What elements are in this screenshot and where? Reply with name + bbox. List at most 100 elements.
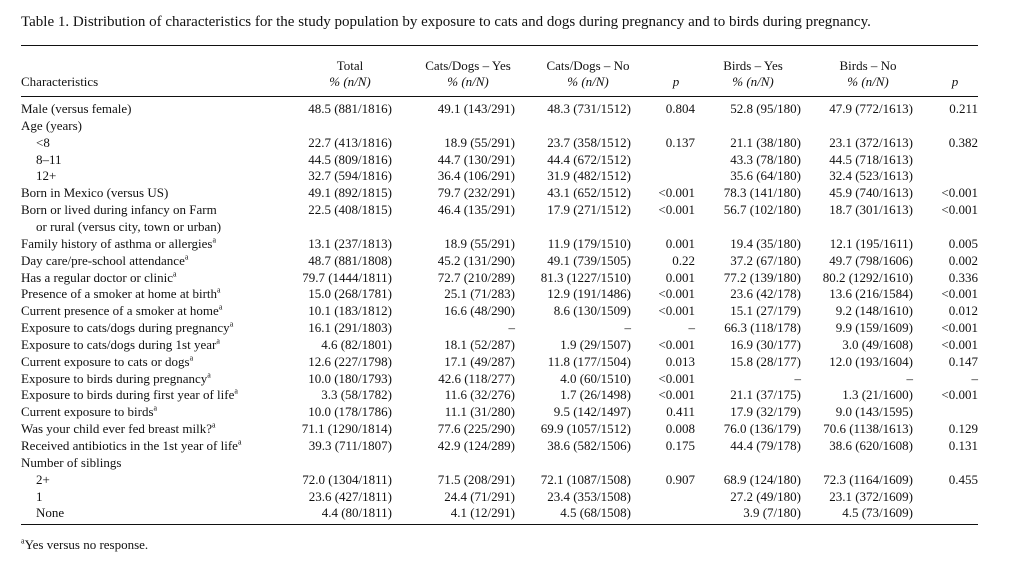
cell-by: 68.9 (124/180) [723, 471, 801, 487]
table-row: 8–11 44.5 (809/1816) 44.7 (130/291) 44.4 (6… [0, 152, 1024, 169]
cell-bn: 13.6 (216/1584) [829, 286, 913, 302]
cell-cy: 18.1 (52/287) [444, 336, 515, 352]
cell-p1: <0.001 [658, 286, 695, 302]
row-characteristic: Born in Mexico (versus US) [21, 185, 168, 201]
cell-by: 78.3 (141/180) [723, 185, 801, 201]
cell-cn: 1.7 (26/1498) [560, 387, 631, 403]
cell-bn: 47.9 (772/1613) [829, 101, 913, 116]
footnote-marker: a [153, 403, 158, 413]
cell-cn: 11.8 (177/1504) [547, 353, 631, 369]
cell-p2: <0.001 [941, 202, 978, 218]
row-characteristic: Age (years) [21, 118, 82, 134]
row-characteristic: Number of siblings [21, 455, 121, 471]
cell-p2: 0.131 [948, 438, 978, 453]
cell-bn: 12.1 (195/1611) [829, 235, 913, 251]
row-characteristic: 12+ [36, 168, 56, 184]
footnote-marker: a [218, 302, 223, 312]
cell-t: 4.4 (80/1811) [321, 505, 392, 521]
cell-p2: 0.147 [948, 353, 978, 369]
cell-cn: 4.5 (68/1508) [560, 505, 631, 521]
cell-cy: 24.4 (71/291) [444, 488, 515, 504]
cell-t: 48.7 (881/1808) [308, 252, 392, 268]
table-row: Born in Mexico (versus US) 49.1 (892/1815… [0, 185, 1024, 202]
row-characteristic-label: Exposure to cats/dogs during 1st year [21, 336, 217, 352]
table-footnote: aYes versus no response. [21, 537, 148, 553]
header-birds-yes-sub: % (n/N) [732, 74, 774, 89]
bottom-rule [21, 524, 978, 525]
cell-by: 23.6 (42/178) [730, 286, 801, 302]
cell-by: – [794, 370, 802, 386]
cell-p1: <0.001 [658, 370, 695, 386]
cell-by: 35.6 (64/180) [730, 168, 801, 184]
cell-t: 39.3 (711/1807) [308, 438, 392, 453]
cell-by: 21.1 (38/180) [730, 134, 801, 150]
cell-cy: 49.1 (143/291) [437, 101, 515, 116]
cell-cy: 18.9 (55/291) [444, 134, 515, 150]
cell-cy: 42.9 (124/289) [437, 438, 515, 453]
cell-by: 17.9 (32/179) [730, 404, 801, 420]
row-characteristic: Exposure to cats/dogs during pregnancya [21, 320, 233, 336]
cell-cy: 44.7 (130/291) [437, 151, 515, 167]
footnote-marker: a [234, 387, 238, 397]
header-cats-yes: Cats/Dogs – Yes [425, 58, 511, 73]
row-characteristic-label: Was your child ever fed breast milk? [21, 421, 212, 437]
header-birds-no: Birds – No [839, 58, 897, 73]
cell-p1: 0.001 [665, 235, 695, 251]
row-characteristic-label: Family history of asthma or allergies [21, 235, 213, 251]
row-characteristic-label: Current exposure to cats or dogs [21, 353, 190, 369]
cell-bn: 23.1 (372/1613) [829, 134, 913, 150]
top-rule [21, 45, 978, 46]
row-characteristic: Was your child ever fed breast milk?a [21, 421, 216, 437]
footnote-marker: a [21, 536, 25, 546]
row-characteristic: Family history of asthma or allergiesa [21, 236, 216, 252]
cell-by: 15.1 (27/179) [730, 303, 801, 319]
cell-cn: 69.9 (1057/1512) [540, 421, 631, 437]
cell-p2: 0.005 [948, 235, 978, 251]
cell-by: 37.2 (67/180) [730, 252, 801, 268]
header-p2: p [951, 74, 959, 89]
cell-bn: 45.9 (740/1613) [829, 185, 913, 201]
cell-t: 22.7 (413/1816) [308, 134, 392, 150]
table-row: Family history of asthma or allergiesa 13… [0, 236, 1024, 253]
cell-by: 52.8 (95/180) [730, 101, 801, 116]
cell-by: 16.9 (30/177) [730, 336, 801, 352]
cell-bn: 18.7 (301/1613) [829, 202, 913, 218]
cell-cy: 16.6 (48/290) [444, 303, 515, 319]
cell-t: 44.5 (809/1816) [308, 151, 392, 167]
cell-cn: 31.9 (482/1512) [547, 168, 631, 184]
table-row: Current exposure to birdsa 10.0 (178/1786… [0, 404, 1024, 421]
table-row: Presence of a smoker at home at birtha 15… [0, 286, 1024, 303]
cell-cy: 79.7 (232/291) [437, 185, 515, 201]
cell-by: 77.2 (139/180) [723, 269, 801, 285]
cell-p2: – [971, 370, 979, 386]
cell-cn: 44.4 (672/1512) [547, 151, 631, 167]
row-characteristic: <8 [36, 135, 50, 151]
footnote-marker: a [229, 319, 234, 329]
row-characteristic: Exposure to birds during first year of l… [21, 387, 238, 403]
cell-bn: 9.2 (148/1610) [835, 303, 913, 319]
cell-bn: 1.3 (21/1600) [842, 387, 913, 403]
row-characteristic: Exposure to cats/dogs during 1st yeara [21, 337, 220, 353]
cell-cy: 45.2 (131/290) [437, 252, 515, 268]
cell-bn: – [906, 370, 914, 386]
cell-p2: 0.002 [948, 252, 978, 268]
row-characteristic-label: Exposure to birds during first year of l… [21, 387, 235, 403]
header-p1: p [672, 74, 680, 89]
cell-cy: 77.6 (225/290) [437, 421, 515, 437]
row-characteristic: None [36, 505, 64, 521]
row-characteristic-label: Born in Mexico (versus US) [21, 185, 169, 201]
cell-cy: 11.1 (31/280) [444, 404, 515, 420]
footnote-marker: a [172, 269, 177, 279]
header-birds-no-sub: % (n/N) [847, 74, 889, 89]
cell-cn: 11.9 (179/1510) [547, 235, 631, 251]
row-characteristic-label: <8 [36, 134, 50, 150]
cell-t: 72.0 (1304/1811) [302, 471, 392, 487]
cell-by: 3.9 (7/180) [743, 505, 801, 521]
cell-p2: 0.455 [948, 471, 978, 487]
row-characteristic: 1 [36, 489, 43, 505]
table-row: Was your child ever fed breast milk?a 71.… [0, 421, 1024, 438]
cell-cn: 23.4 (353/1508) [547, 488, 631, 504]
cell-p2: 0.336 [948, 269, 978, 285]
cell-cn: 81.3 (1227/1510) [540, 269, 631, 285]
row-characteristic: Presence of a smoker at home at birtha [21, 286, 221, 302]
